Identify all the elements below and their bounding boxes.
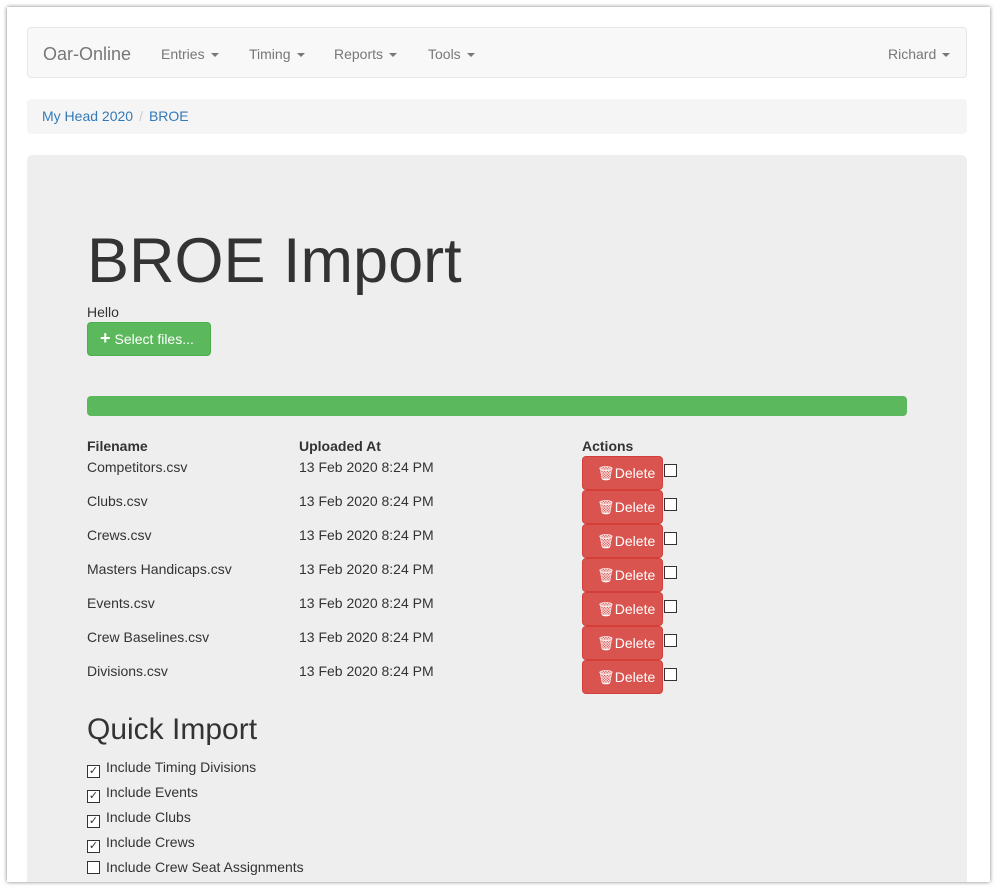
caret-down-icon bbox=[466, 53, 475, 58]
navbar: Oar-Online Entries Timing Reports Tools … bbox=[27, 27, 967, 78]
quick-import-title: Quick Import bbox=[87, 713, 258, 746]
checkbox[interactable]: ✓ bbox=[87, 765, 100, 778]
uploaded-cell: 13 Feb 2020 8:24 PM bbox=[299, 459, 434, 475]
plus-icon: + bbox=[100, 328, 111, 348]
button-label: Delete bbox=[614, 567, 656, 583]
uploaded-cell: 13 Feb 2020 8:24 PM bbox=[299, 561, 434, 577]
nav-user[interactable]: Richard bbox=[888, 46, 951, 62]
option-label: Include Clubs bbox=[106, 809, 191, 825]
checkbox[interactable] bbox=[87, 861, 100, 874]
row-checkbox[interactable] bbox=[664, 634, 677, 647]
import-panel: BROE Import Hello + Select files... Filen… bbox=[27, 155, 967, 882]
row-checkbox[interactable] bbox=[664, 464, 677, 477]
page-title: BROE Import bbox=[87, 226, 462, 296]
nav-tools[interactable]: Tools bbox=[428, 46, 475, 62]
quick-import-option[interactable]: ✓ Include Events bbox=[87, 784, 198, 803]
filename-cell: Divisions.csv bbox=[87, 663, 168, 679]
caret-down-icon bbox=[210, 53, 219, 58]
checkbox[interactable]: ✓ bbox=[87, 840, 100, 853]
row-checkbox[interactable] bbox=[664, 668, 677, 681]
delete-button[interactable]: 🗑Delete bbox=[582, 490, 663, 524]
delete-button[interactable]: 🗑Delete bbox=[582, 558, 663, 592]
button-label: Delete bbox=[614, 669, 656, 685]
button-label: Select files... bbox=[114, 331, 194, 347]
filename-cell: Crew Baselines.csv bbox=[87, 629, 210, 645]
button-label: Delete bbox=[614, 635, 656, 651]
uploaded-cell: 13 Feb 2020 8:24 PM bbox=[299, 629, 434, 645]
caret-down-icon bbox=[942, 53, 951, 58]
caret-down-icon bbox=[389, 53, 398, 58]
caret-down-icon bbox=[296, 53, 305, 58]
nav-label: Timing bbox=[249, 46, 291, 62]
button-label: Delete bbox=[614, 465, 656, 481]
trash-icon: 🗑 bbox=[597, 499, 615, 515]
trash-icon: 🗑 bbox=[597, 601, 615, 617]
page: Oar-Online Entries Timing Reports Tools … bbox=[7, 7, 990, 882]
header-filename: Filename bbox=[87, 438, 148, 454]
row-checkbox[interactable] bbox=[664, 498, 677, 511]
option-label: Include Crews bbox=[106, 834, 195, 850]
uploaded-cell: 13 Feb 2020 8:24 PM bbox=[299, 527, 434, 543]
breadcrumb-link[interactable]: My Head 2020 bbox=[42, 108, 134, 124]
trash-icon: 🗑 bbox=[597, 567, 615, 583]
trash-icon: 🗑 bbox=[597, 533, 615, 549]
trash-icon: 🗑 bbox=[597, 635, 615, 651]
greeting: Hello bbox=[87, 304, 119, 320]
nav-entries[interactable]: Entries bbox=[161, 46, 219, 62]
button-label: Delete bbox=[614, 499, 656, 515]
filename-cell: Clubs.csv bbox=[87, 493, 148, 509]
filename-cell: Events.csv bbox=[87, 595, 155, 611]
filename-cell: Crews.csv bbox=[87, 527, 152, 543]
delete-button[interactable]: 🗑Delete bbox=[582, 524, 663, 558]
nav-label: Richard bbox=[888, 46, 937, 62]
brand-link[interactable]: Oar-Online bbox=[43, 44, 132, 64]
uploaded-cell: 13 Feb 2020 8:24 PM bbox=[299, 493, 434, 509]
delete-button[interactable]: 🗑Delete bbox=[582, 626, 663, 660]
option-label: Include Events bbox=[106, 784, 198, 800]
filename-cell: Competitors.csv bbox=[87, 459, 188, 475]
row-checkbox[interactable] bbox=[664, 532, 677, 545]
button-label: Delete bbox=[614, 533, 656, 549]
nav-label: Reports bbox=[334, 46, 384, 62]
quick-import-option[interactable]: ✓ Include Timing Divisions bbox=[87, 759, 256, 778]
select-files-button[interactable]: + Select files... bbox=[87, 322, 211, 356]
option-label: Include Timing Divisions bbox=[106, 759, 257, 775]
row-checkbox[interactable] bbox=[664, 566, 677, 579]
breadcrumb: My Head 2020 / BROE bbox=[27, 99, 967, 134]
header-uploaded: Uploaded At bbox=[299, 438, 381, 454]
quick-import-option[interactable]: ✓ Include Crews bbox=[87, 834, 195, 853]
option-label: Include Crew Seat Assignments bbox=[106, 859, 304, 875]
breadcrumb-link[interactable]: BROE bbox=[148, 108, 189, 124]
checkbox[interactable]: ✓ bbox=[87, 790, 100, 803]
delete-button[interactable]: 🗑Delete bbox=[582, 660, 663, 694]
breadcrumb-separator: / bbox=[139, 108, 143, 124]
quick-import-option[interactable]: ✓ Include Clubs bbox=[87, 809, 191, 828]
trash-icon: 🗑 bbox=[597, 669, 615, 685]
nav-label: Entries bbox=[161, 46, 205, 62]
checkbox[interactable]: ✓ bbox=[87, 815, 100, 828]
delete-button[interactable]: 🗑Delete bbox=[582, 456, 663, 490]
row-checkbox[interactable] bbox=[664, 600, 677, 613]
nav-timing[interactable]: Timing bbox=[249, 46, 305, 62]
delete-button[interactable]: 🗑Delete bbox=[582, 592, 663, 626]
quick-import-option[interactable]: Include Crew Seat Assignments bbox=[87, 859, 304, 875]
button-label: Delete bbox=[614, 601, 656, 617]
uploaded-cell: 13 Feb 2020 8:24 PM bbox=[299, 663, 434, 679]
header-actions: Actions bbox=[582, 438, 634, 454]
uploaded-cell: 13 Feb 2020 8:24 PM bbox=[299, 595, 434, 611]
progress-bar bbox=[87, 396, 907, 416]
trash-icon: 🗑 bbox=[597, 465, 615, 481]
nav-label: Tools bbox=[428, 46, 461, 62]
filename-cell: Masters Handicaps.csv bbox=[87, 561, 232, 577]
nav-reports[interactable]: Reports bbox=[334, 46, 398, 62]
